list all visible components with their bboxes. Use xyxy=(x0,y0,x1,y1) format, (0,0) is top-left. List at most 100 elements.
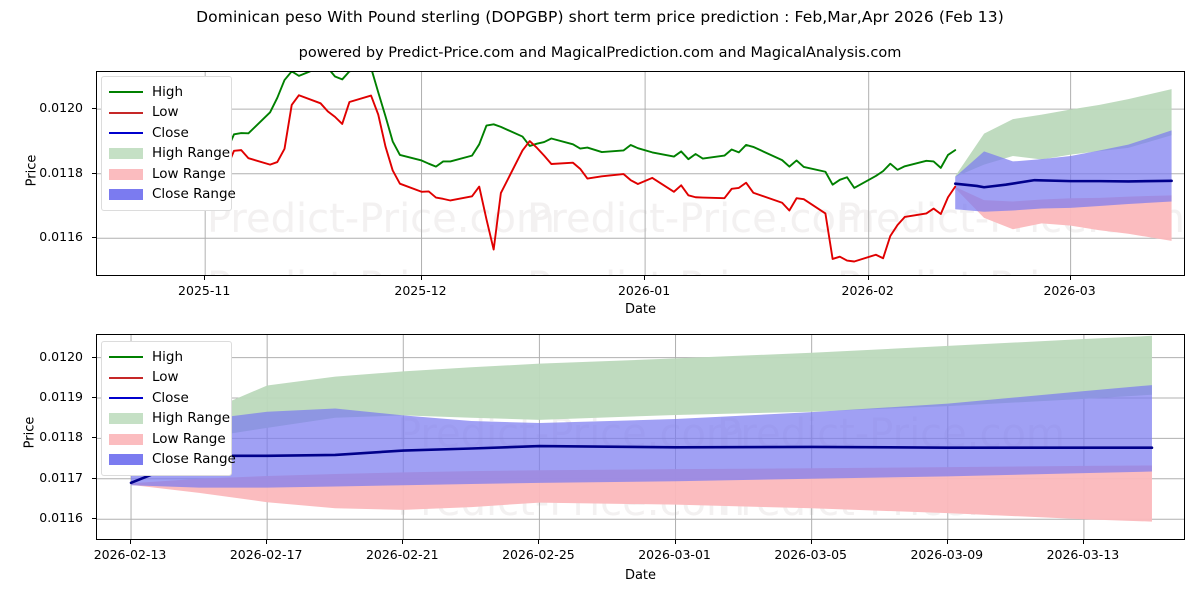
bottom-chart-legend: High Low Close High Range Low Range Close Ran… xyxy=(101,341,236,476)
band-high-range xyxy=(955,89,1172,177)
legend-label: High Range xyxy=(152,410,231,426)
legend-item-close-range: Close Range xyxy=(109,185,236,206)
legend-swatch-patch-icon xyxy=(109,148,143,160)
legend-swatch-patch-icon xyxy=(109,433,143,445)
legend-swatch-line-icon xyxy=(109,85,143,99)
top-plot-area: Predict-Price.comPredict-Price.comPredic… xyxy=(96,71,1185,276)
y-tick-label: 0.0118 xyxy=(39,429,83,445)
legend-swatch-line-icon xyxy=(109,391,143,405)
legend-label: Close xyxy=(152,124,189,141)
legend-label: Low Range xyxy=(152,165,226,182)
legend-label: Close Range xyxy=(152,186,236,202)
y-tick-label: 0.0119 xyxy=(39,389,83,404)
top-chart-legend: High Low Close High Range Low Range Close Ran… xyxy=(101,76,236,211)
x-tick-mark xyxy=(204,276,206,280)
page-subtitle: powered by Predict-Price.com and Magical… xyxy=(298,45,902,61)
y-tick-label: 0.0120 xyxy=(39,348,83,364)
band-close-range xyxy=(131,385,1152,488)
series-line-close xyxy=(129,444,1154,485)
y-tick-label: 0.0118 xyxy=(39,164,83,180)
y-tick-mark xyxy=(92,356,96,358)
legend-label: Low xyxy=(152,369,179,385)
legend-item-low: Low xyxy=(109,368,222,389)
y-tick-mark xyxy=(92,397,96,398)
x-tick-label: 2025-11 xyxy=(178,283,231,298)
band-close-range xyxy=(955,130,1172,212)
watermark-text: Predict-Price.com xyxy=(837,264,1185,276)
x-tick-mark xyxy=(420,276,422,280)
x-tick-mark xyxy=(402,540,404,544)
x-tick-label: 2025-12 xyxy=(394,283,447,298)
legend-label: Close xyxy=(152,389,189,406)
legend-swatch-line-icon xyxy=(109,126,143,140)
legend-label: Low Range xyxy=(152,430,226,447)
x-tick-mark xyxy=(867,276,869,280)
watermark-text: Predict-Price.com xyxy=(527,264,875,276)
x-tick-mark xyxy=(266,540,268,544)
page-title: Dominican peso With Pound sterling (DOPG… xyxy=(196,8,1004,26)
legend-item-close-range: Close Range xyxy=(109,450,236,471)
x-tick-label: 2026-02-25 xyxy=(502,547,575,562)
legend-swatch-line-icon xyxy=(109,106,143,120)
bottom-x-axis-label: Date xyxy=(624,568,657,583)
legend-item-low: Low xyxy=(109,103,222,124)
legend-item-high: High xyxy=(109,347,222,368)
legend-swatch-patch-icon xyxy=(109,168,143,180)
legend-item-close: Close xyxy=(109,123,222,144)
legend-label: High xyxy=(152,348,184,365)
x-tick-mark xyxy=(130,540,132,544)
legend-swatch-line-icon xyxy=(109,350,143,364)
legend-label: High xyxy=(152,83,184,100)
x-tick-label: 2026-01 xyxy=(617,283,671,298)
x-tick-label: 2026-02-21 xyxy=(365,547,439,562)
x-tick-label: 2026-02 xyxy=(841,283,894,298)
legend-swatch-patch-icon xyxy=(109,413,143,425)
watermark-text: Predict-Price.com xyxy=(527,196,875,242)
y-tick-mark xyxy=(92,477,96,479)
legend-item-low-range: Low Range xyxy=(109,429,226,450)
x-tick-label: 2026-02-13 xyxy=(93,547,167,562)
y-tick-mark xyxy=(92,518,96,520)
y-tick-label: 0.0117 xyxy=(39,469,83,485)
y-tick-label: 0.0116 xyxy=(39,510,83,526)
y-tick-label: 0.0120 xyxy=(39,100,83,116)
y-tick-mark xyxy=(92,108,96,110)
legend-swatch-line-icon xyxy=(109,371,143,385)
x-tick-label: 2026-03 xyxy=(1043,283,1096,298)
watermark-text: Predict-Price.com xyxy=(207,196,555,242)
series-line-close xyxy=(953,178,1173,189)
legend-label: Close Range xyxy=(152,451,236,467)
x-tick-mark xyxy=(1069,276,1071,280)
x-tick-mark xyxy=(1082,540,1084,544)
bottom-chart-svg: Predict-Price.comPredict-Price.comPredic… xyxy=(97,335,1184,539)
x-tick-label: 2026-03-13 xyxy=(1046,547,1120,562)
x-tick-mark xyxy=(810,540,812,544)
top-x-axis-label: Date xyxy=(624,302,657,317)
bottom-plot-area: Predict-Price.comPredict-Price.comPredic… xyxy=(96,334,1185,540)
legend-label: Low xyxy=(152,104,179,120)
y-tick-mark xyxy=(92,437,96,439)
x-tick-mark xyxy=(946,540,948,544)
legend-swatch-patch-icon xyxy=(109,189,143,201)
x-tick-label: 2026-03-01 xyxy=(638,547,711,562)
series-line-high xyxy=(117,72,957,189)
legend-item-low-range: Low Range xyxy=(109,164,226,185)
y-tick-mark xyxy=(92,237,96,239)
x-tick-mark xyxy=(674,540,676,544)
legend-swatch-patch-icon xyxy=(109,454,143,466)
legend-item-high-range: High Range xyxy=(109,144,230,165)
top-chart-svg: Predict-Price.comPredict-Price.comPredic… xyxy=(97,72,1185,276)
watermark-text: Predict-Price.com xyxy=(207,264,555,276)
legend-item-high: High xyxy=(109,82,222,103)
x-tick-label: 2026-03-09 xyxy=(910,547,984,562)
x-tick-label: 2026-03-05 xyxy=(774,547,847,562)
x-tick-mark xyxy=(538,540,540,544)
legend-item-close: Close xyxy=(109,388,222,409)
series-line-low xyxy=(117,94,957,263)
legend-item-high-range: High Range xyxy=(109,409,230,430)
y-tick-mark xyxy=(92,172,96,174)
x-tick-label: 2026-02-17 xyxy=(229,547,303,562)
x-tick-mark xyxy=(644,276,646,280)
y-tick-label: 0.0116 xyxy=(39,229,83,245)
